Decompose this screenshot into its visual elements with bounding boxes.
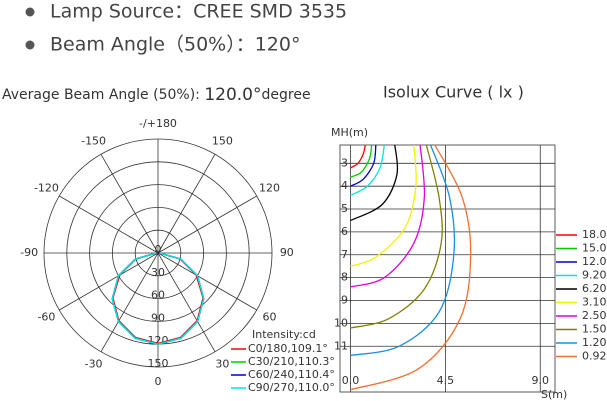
polar-spoke [100, 154, 159, 254]
isolux-curve [350, 144, 399, 222]
polar-spoke [157, 252, 216, 352]
plot-frame [339, 144, 556, 393]
isolux-curve [350, 144, 377, 187]
y-tick-label: 7 [341, 248, 348, 261]
polar-spoke [59, 195, 159, 254]
legend-label: 9.20 [582, 269, 607, 282]
y-tick-label: 11 [334, 339, 348, 352]
legend-label: 15.0 [582, 242, 607, 255]
isolux-curve [350, 144, 426, 288]
angle-tick-label: -/+180 [139, 117, 177, 130]
legend-label: 0.92 [582, 350, 607, 363]
beam-angle-value: 120.0° [204, 85, 261, 105]
x-tick-label: 0.0 [342, 374, 360, 387]
bullet-dot [25, 7, 35, 17]
angle-tick-label: 0 [155, 375, 162, 388]
angle-tick-label: -30 [85, 358, 103, 371]
angle-tick-label: 120 [259, 182, 280, 195]
isolux-curve [350, 144, 385, 196]
angle-tick-label: 90 [280, 246, 294, 259]
y-tick-label: 10 [334, 316, 348, 329]
isolux-curve [350, 144, 456, 357]
beam-angle-unit: degree [262, 87, 311, 103]
y-tick-label: 3 [341, 156, 348, 169]
polar-spoke [157, 252, 257, 311]
x-axis-label: S(m) [541, 388, 567, 401]
angle-tick-label: -90 [20, 246, 38, 259]
y-tick-label: 4 [341, 179, 348, 192]
angle-tick-label: -120 [34, 182, 59, 195]
polar-spoke [59, 252, 159, 311]
legend-label: 1.50 [582, 323, 607, 336]
legend-label: 18.0 [582, 228, 607, 241]
legend-label: C0/180,109.1° [248, 342, 328, 355]
legend-title: Intensity:cd [252, 328, 316, 341]
legend-label: 2.50 [582, 309, 607, 322]
y-tick-label: 6 [341, 225, 348, 238]
y-tick-label: 8 [341, 271, 348, 284]
angle-tick-label: -150 [81, 134, 106, 147]
bullet-dot [25, 40, 35, 50]
angle-tick-label: -60 [37, 310, 55, 323]
polar-spoke [157, 195, 257, 254]
legend-label: 6.20 [582, 282, 607, 295]
legend-label: 12.0 [582, 255, 607, 268]
y-tick-label: 5 [341, 202, 348, 215]
legend-label: C60/240,110.4° [248, 368, 335, 381]
isolux-curve [350, 144, 373, 178]
y-tick-label: 9 [341, 294, 348, 307]
isolux-curve [350, 144, 443, 329]
isolux-curve [350, 144, 417, 267]
beam-angle-caption: Average Beam Angle (50%): [2, 87, 200, 103]
isolux-title: Isolux Curve ( lx ) [383, 83, 524, 102]
polar-spoke [157, 154, 216, 254]
y-axis-label: MH(m) [331, 126, 368, 139]
legend-label: C90/270,110.0° [248, 381, 335, 394]
intensity-curve [111, 252, 205, 345]
angle-tick-label: 150 [212, 134, 233, 147]
x-tick-label: 4.5 [437, 374, 455, 387]
isolux-curve [350, 144, 366, 169]
angle-tick-label: 30 [215, 358, 229, 371]
x-tick-label: 9.0 [531, 374, 549, 387]
beam-angle-label: Average Beam Angle (50%): 120.0°degree [2, 85, 311, 105]
legend-label: 3.10 [582, 296, 607, 309]
legend-label: 1.20 [582, 336, 607, 349]
legend-label: C30/210,110.3° [248, 355, 335, 368]
angle-tick-label: 60 [263, 310, 277, 323]
bullet-text: Beam Angle（50%）：120° [50, 34, 300, 56]
isolux-curve [350, 144, 472, 391]
bullet-text: Lamp Source：CREE SMD 3535 [50, 1, 347, 23]
polar-spoke [100, 252, 159, 352]
